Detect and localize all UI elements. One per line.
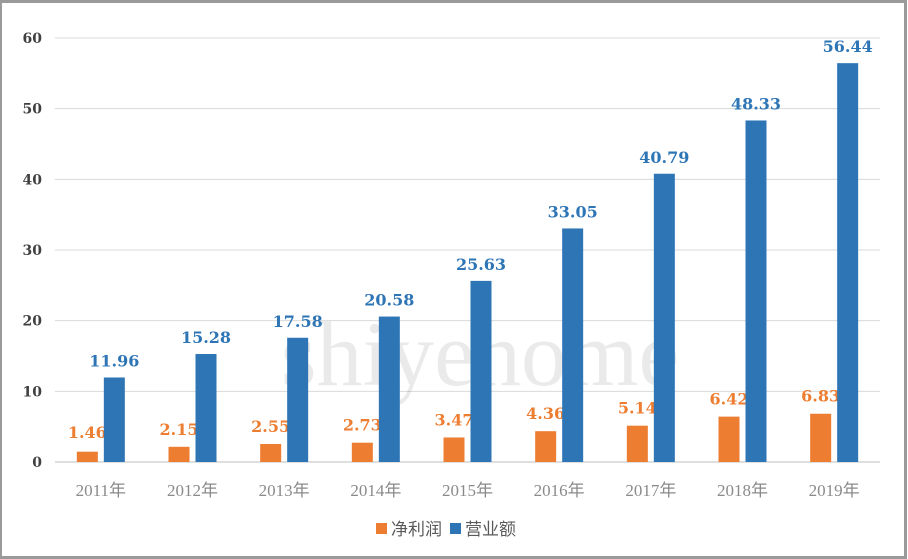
legend-label: 净利润 xyxy=(391,520,442,540)
data-label: 56.44 xyxy=(823,37,873,56)
data-label: 6.42 xyxy=(710,390,749,409)
x-tick-label: 2014年 xyxy=(350,481,401,500)
legend-swatch xyxy=(376,523,387,534)
x-tick-label: 2018年 xyxy=(717,481,768,500)
y-tick-label: 60 xyxy=(23,31,43,47)
y-tick-label: 40 xyxy=(23,172,43,188)
x-tick-label: 2017年 xyxy=(625,481,676,500)
data-label: 11.96 xyxy=(89,351,139,370)
data-label: 2.55 xyxy=(251,417,290,436)
bar xyxy=(168,446,190,462)
bar xyxy=(718,416,740,462)
data-label: 2.73 xyxy=(343,416,382,435)
bar xyxy=(626,425,648,462)
data-label: 17.58 xyxy=(273,312,323,331)
legend-label: 营业额 xyxy=(465,520,516,540)
x-tick-label: 2012年 xyxy=(167,481,218,500)
data-label: 25.63 xyxy=(456,255,506,274)
bar xyxy=(287,337,309,462)
x-tick-label: 2013年 xyxy=(259,481,310,500)
bar xyxy=(837,63,859,462)
bar xyxy=(260,443,282,462)
legend-swatch xyxy=(450,523,461,534)
bar xyxy=(351,442,373,462)
data-label: 3.47 xyxy=(435,410,474,429)
bar xyxy=(653,173,675,462)
x-tick-label: 2011年 xyxy=(76,481,126,500)
y-tick-label: 20 xyxy=(23,314,43,330)
y-tick-label: 50 xyxy=(23,102,43,118)
bar xyxy=(470,280,492,462)
data-label: 5.14 xyxy=(618,399,657,418)
bar xyxy=(562,228,584,462)
x-tick-label: 2016年 xyxy=(534,481,585,500)
data-label: 15.28 xyxy=(181,328,231,347)
data-label: 2.15 xyxy=(160,420,199,439)
y-tick-label: 30 xyxy=(23,243,43,259)
bar xyxy=(810,413,832,462)
y-tick-label: 10 xyxy=(23,384,43,400)
bar xyxy=(76,451,98,462)
x-tick-label: 2019年 xyxy=(809,481,860,500)
data-label: 6.83 xyxy=(801,387,840,406)
data-label: 33.05 xyxy=(548,202,598,221)
x-tick-label: 2015年 xyxy=(442,481,493,500)
bar xyxy=(745,120,767,462)
data-label: 1.46 xyxy=(68,423,107,442)
data-label: 48.33 xyxy=(731,94,781,113)
bar xyxy=(443,437,465,462)
bar xyxy=(195,354,217,462)
bar xyxy=(378,316,400,462)
data-label: 20.58 xyxy=(364,291,414,310)
data-label: 4.36 xyxy=(526,404,565,423)
bar xyxy=(535,431,557,462)
bar xyxy=(103,377,125,462)
data-label: 40.79 xyxy=(639,148,689,167)
y-tick-label: 0 xyxy=(32,455,42,471)
